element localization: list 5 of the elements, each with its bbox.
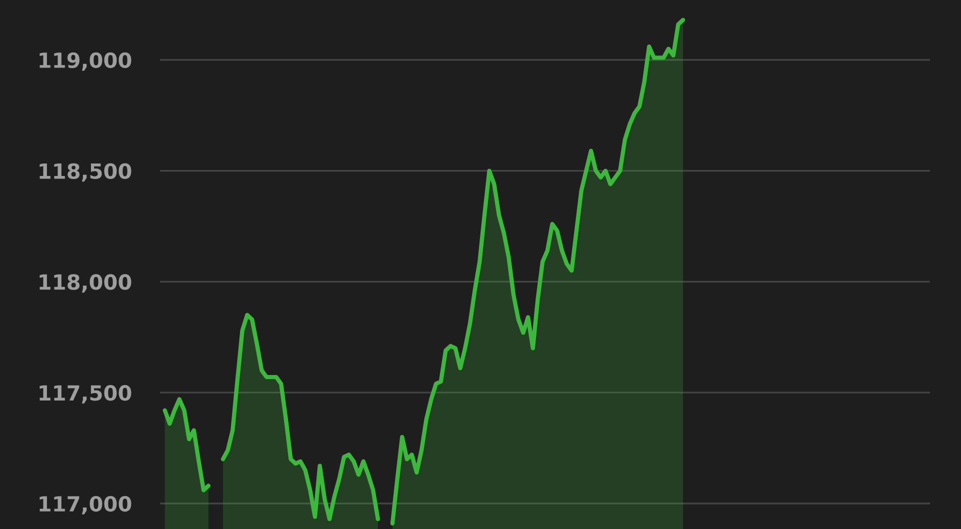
y-tick-label: 118,500 bbox=[40, 163, 132, 182]
y-tick-label: 117,000 bbox=[40, 496, 132, 514]
y-tick-label: 119,000 bbox=[40, 52, 132, 71]
y-tick-label: 117,500 bbox=[40, 385, 132, 404]
y-tick-label: 118,000 bbox=[40, 274, 132, 293]
